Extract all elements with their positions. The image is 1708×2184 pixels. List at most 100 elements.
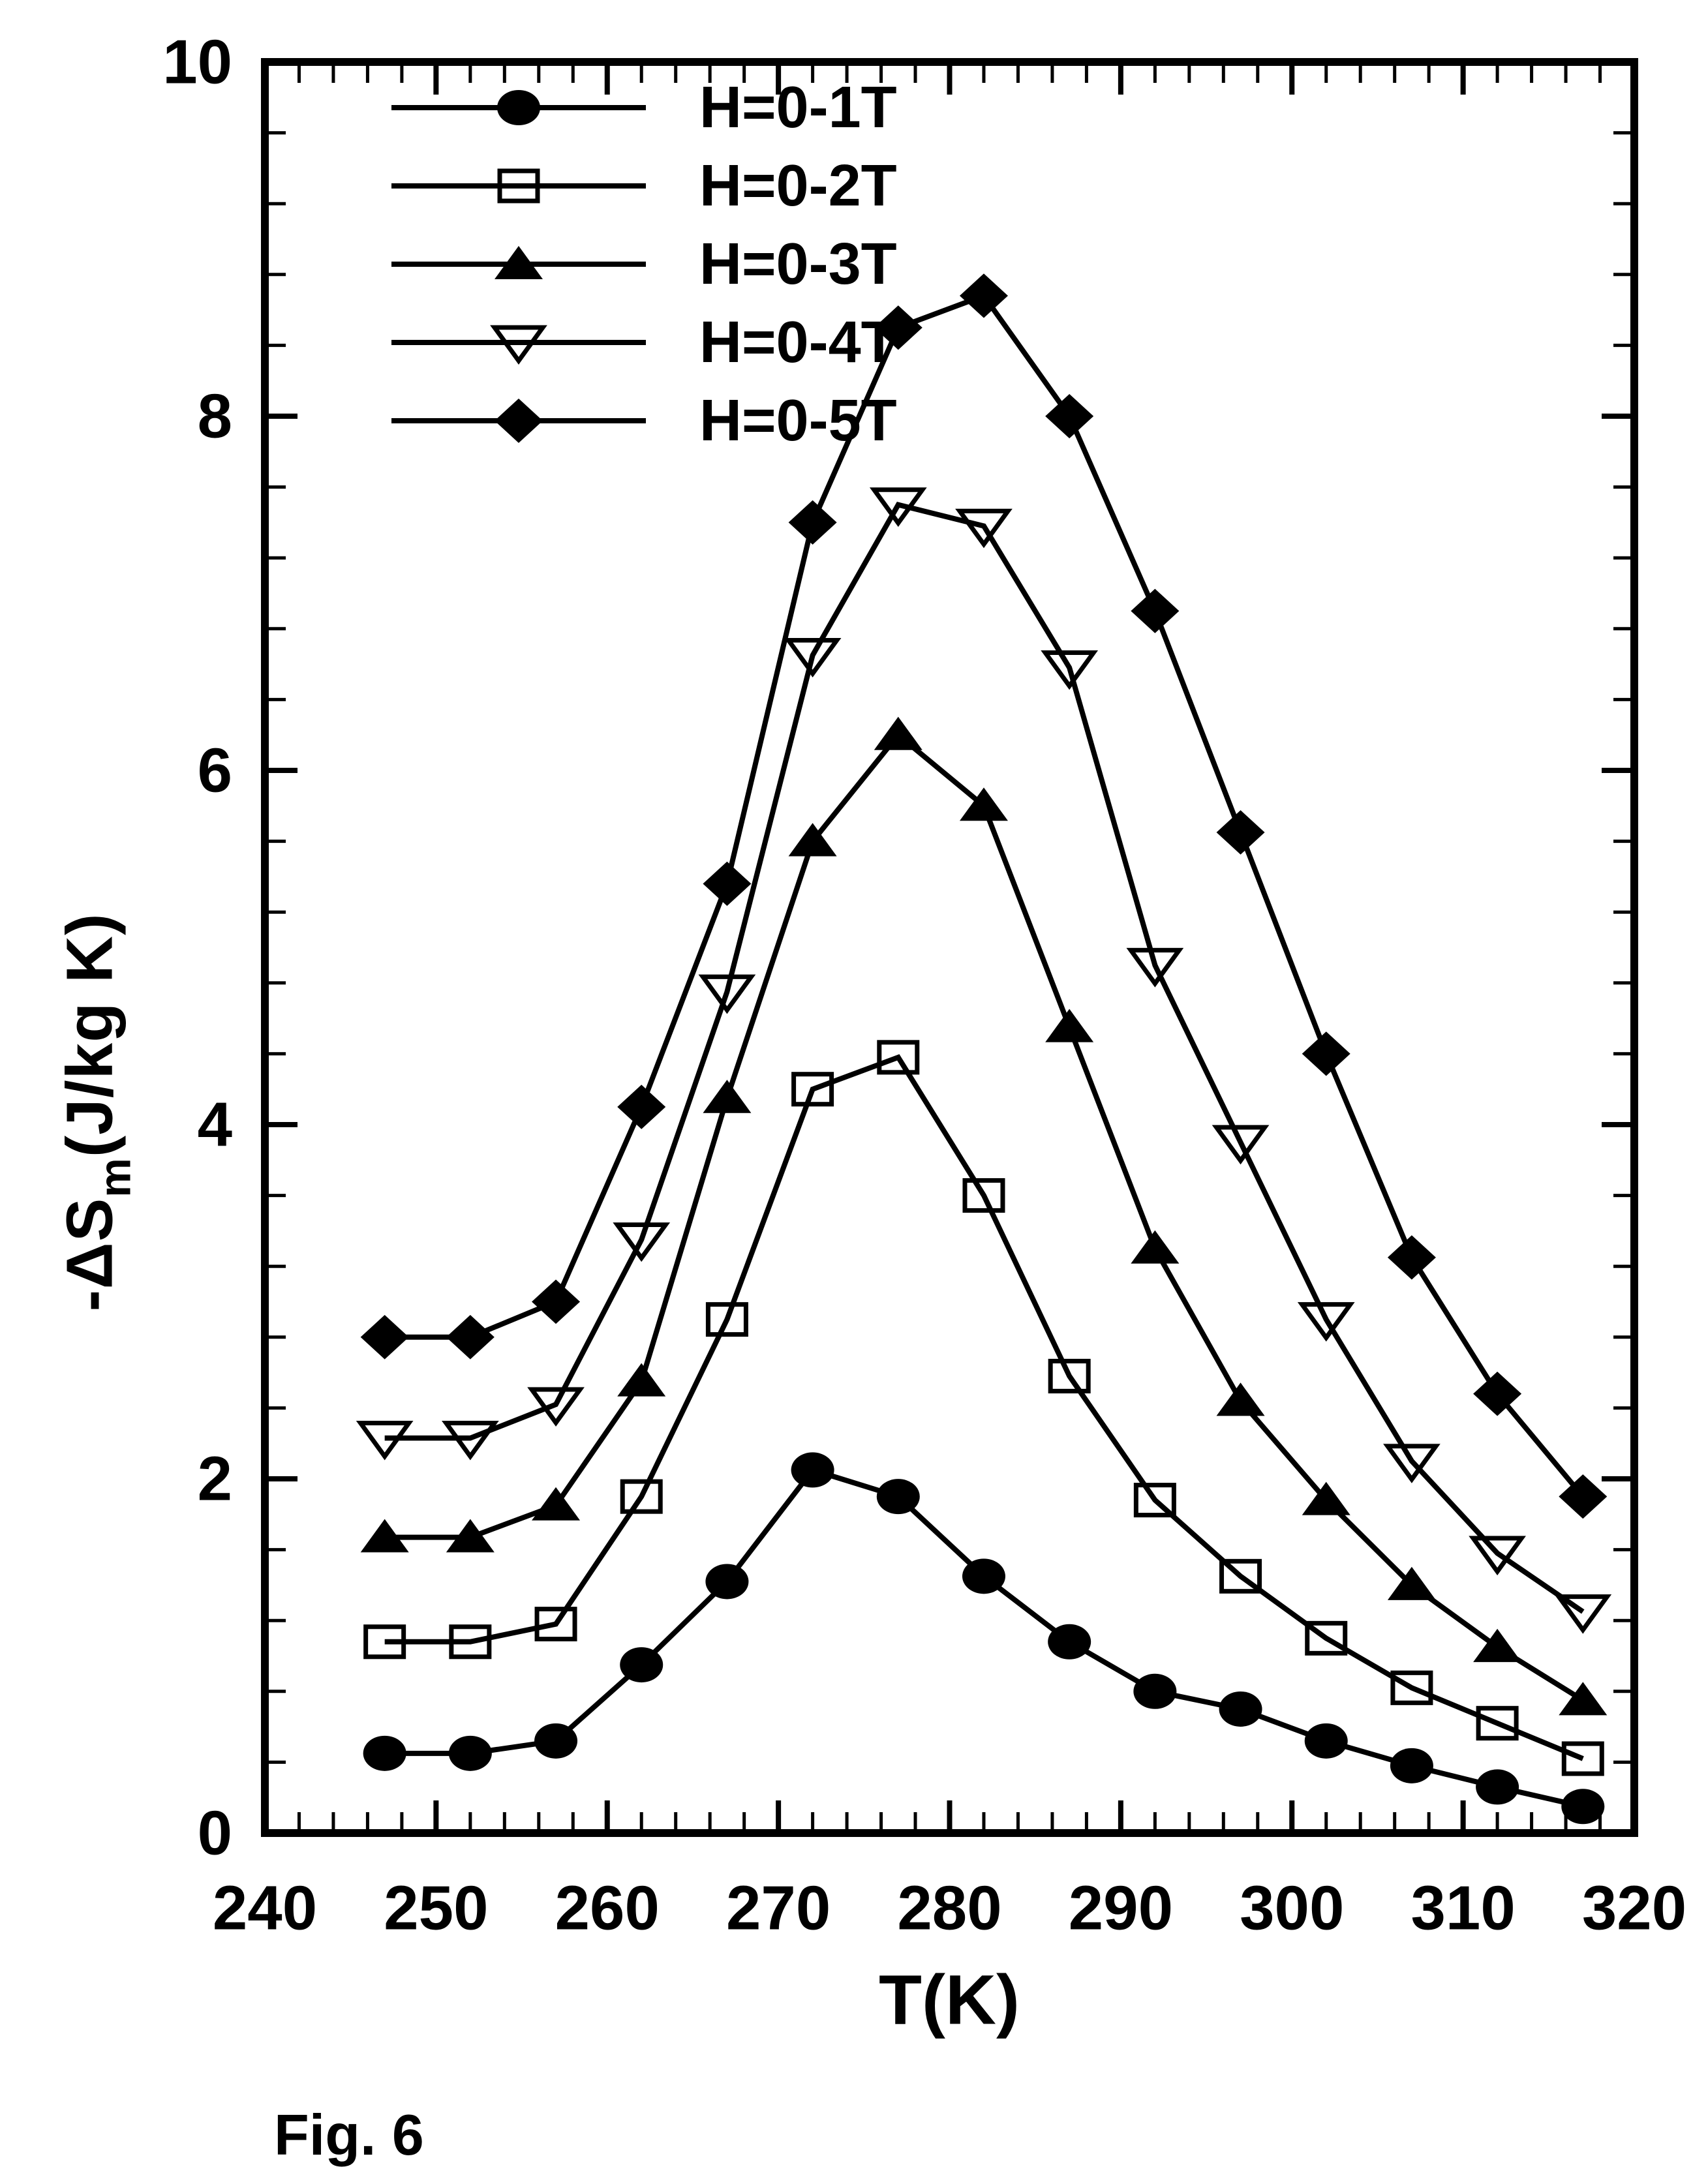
data-point-H=0-1T [1133,1673,1177,1709]
data-point-H=0-5T [1387,1235,1436,1280]
x-tick-label: 290 [1069,1873,1173,1943]
x-tick-label: 280 [897,1873,1001,1943]
data-point-H=0-5T [1045,394,1094,438]
series-line-H=0-5T [384,292,1585,1498]
legend-marker-H=0-1T [497,90,540,125]
data-point-H=0-3T [874,716,923,750]
data-point-H=0-2T [1561,1741,1604,1776]
data-point-H=0-2T [877,1040,920,1075]
data-point-H=0-5T [1473,1371,1522,1416]
data-point-H=0-2T [534,1607,577,1642]
data-point-H=0-4T [955,508,1013,549]
data-point-H=0-4T [527,1387,585,1427]
series-H=0-4T [384,502,1585,1614]
data-point-H=0-3T [1387,1566,1436,1600]
data-point-H=0-3T [1559,1682,1608,1716]
data-point-H=0-2T [449,1624,492,1660]
legend-label: H=0-4T [699,310,897,375]
x-tick-label: 310 [1411,1873,1516,1943]
data-point-H=0-3T [360,1519,409,1553]
data-point-H=0-2T [1305,1620,1348,1656]
data-point-H=0-3T [1131,1230,1180,1264]
series-H=0-3T [384,731,1585,1703]
data-point-H=0-5T [1559,1474,1608,1519]
legend-label: H=0-1T [699,75,897,140]
data-point-H=0-3T [617,1363,666,1397]
data-point-H=0-1T [1219,1691,1262,1727]
series-line-H=0-2T [384,1054,1584,1761]
series-line-H=0-4T [384,502,1585,1614]
data-point-H=0-4T [356,1421,414,1461]
data-point-H=0-4T [698,974,756,1014]
data-point-H=0-5T [617,1084,666,1129]
data-point-H=0-1T [448,1735,492,1771]
x-tick-label: 320 [1582,1873,1686,1943]
data-point-H=0-1T [363,1735,406,1771]
data-point-H=0-2T [1219,1558,1262,1594]
data-point-H=0-2T [620,1479,663,1514]
data-point-H=0-1T [1048,1624,1091,1660]
x-axis-title: T(K) [879,1960,1020,2039]
x-tick-label: 270 [726,1873,831,1943]
data-point-H=0-1T [791,1452,834,1488]
data-point-H=0-2T [791,1072,834,1107]
data-point-H=0-4T [1297,1302,1355,1342]
data-point-H=0-4T [1126,948,1184,988]
data-point-H=0-4T [613,1222,671,1262]
figure-caption: Fig. 6 [274,2102,424,2167]
data-point-H=0-5T [1302,1031,1350,1076]
data-point-H=0-4T [1041,650,1099,690]
legend-marker-H=0-4T [490,325,547,365]
data-point-H=0-3T [959,787,1008,821]
y-tick-label: 4 [198,1090,232,1160]
data-point-H=0-3T [1045,1009,1094,1042]
data-point-H=0-3T [703,1080,752,1114]
data-point-H=0-5T [532,1279,581,1324]
data-point-H=0-3T [1473,1628,1522,1662]
x-tick-label: 300 [1240,1873,1344,1943]
data-point-H=0-3T [1216,1382,1265,1416]
legend-marker-H=0-3T [495,246,543,279]
data-point-H=0-4T [784,638,842,678]
data-point-H=0-2T [1048,1359,1091,1394]
data-point-H=0-1T [620,1647,663,1683]
data-point-H=0-5T [959,273,1008,318]
legend-marker-H=0-2T [497,168,540,204]
series-H=0-2T [384,1054,1584,1761]
x-tick-label: 250 [384,1873,488,1943]
data-point-H=0-1T [962,1558,1005,1594]
data-point-H=0-1T [876,1479,920,1515]
data-point-H=0-4T [441,1421,499,1461]
x-tick-label: 240 [213,1873,317,1943]
data-point-H=0-1T [1304,1723,1348,1759]
data-point-H=0-2T [363,1624,406,1660]
data-point-H=0-5T [788,500,837,545]
data-point-H=0-5T [446,1314,495,1359]
y-tick-label: 0 [198,1798,232,1868]
data-point-H=0-3T [1302,1481,1350,1515]
legend-label: H=0-3T [699,232,897,297]
data-point-H=0-4T [869,487,927,527]
data-point-H=0-5T [1216,810,1265,855]
data-point-H=0-2T [1390,1670,1433,1705]
data-point-H=0-4T [1383,1444,1441,1483]
data-point-H=0-3T [446,1519,495,1553]
y-tick-label: 2 [198,1444,232,1514]
legend-label: H=0-2T [699,153,897,219]
data-point-H=0-4T [1469,1536,1526,1575]
y-axis-title-subscript: m [90,1157,140,1198]
data-point-H=0-4T [1212,1125,1270,1165]
data-point-H=0-2T [1133,1483,1176,1518]
data-point-H=0-1T [1476,1769,1519,1805]
data-point-H=0-5T [703,861,752,906]
legend-label: H=0-5T [699,388,897,453]
data-point-H=0-2T [705,1302,748,1337]
data-point-H=0-4T [1554,1594,1612,1634]
y-axis-title-prefix: -ΔS [53,1197,127,1312]
data-point-H=0-5T [1131,588,1180,633]
data-point-H=0-3T [788,823,837,857]
y-tick-label: 6 [198,736,232,806]
plot-frame [261,58,1638,1837]
